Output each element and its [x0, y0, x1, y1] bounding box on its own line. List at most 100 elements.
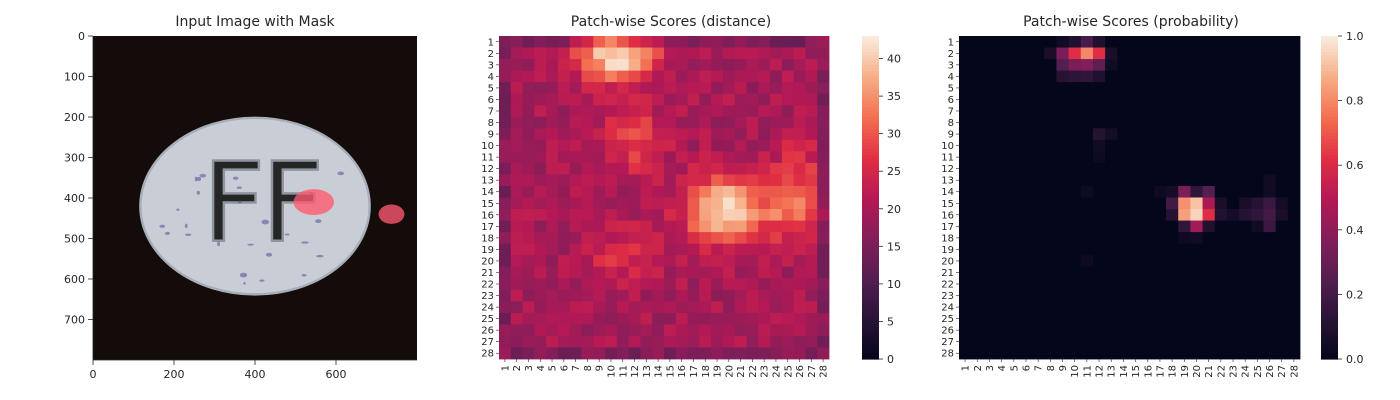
heatmap-cell: [1056, 278, 1070, 291]
heatmap-cell: [652, 185, 665, 198]
heatmap-cell: [605, 255, 618, 268]
heatmap-cell: [758, 82, 771, 95]
heatmap-cell: [995, 301, 1009, 314]
heatmap-cell: [1275, 82, 1289, 95]
colorbar-segment: [862, 226, 879, 231]
heatmap-cell: [1092, 59, 1106, 72]
heatmap-cell: [1117, 312, 1130, 325]
colorbar-segment: [1321, 249, 1338, 254]
heatmap-cell: [971, 289, 984, 302]
heatmap-cell: [971, 47, 984, 60]
heatmap-cell: [1092, 312, 1106, 325]
heatmap-cell: [499, 93, 512, 106]
heatmap-cell: [746, 185, 759, 198]
heatmap-cell: [581, 128, 594, 141]
heatmap-cell: [1226, 220, 1240, 233]
heatmap-cell: [1287, 70, 1301, 83]
heatmap-cell: [770, 301, 783, 314]
heatmap-cell: [983, 220, 996, 233]
heatmap-cell: [995, 70, 1009, 83]
pill-speck: [236, 186, 242, 189]
heatmap-cell: [522, 266, 535, 279]
pill-speck: [159, 224, 166, 228]
y-tick-label: 700: [64, 314, 85, 327]
heatmap-cell: [1178, 347, 1191, 360]
heatmap-cell: [1226, 82, 1240, 95]
heatmap-cell: [581, 174, 594, 187]
heatmap-cell: [1153, 301, 1167, 314]
heatmap-cell: [983, 197, 996, 210]
heatmap-cell: [805, 312, 818, 325]
heatmap-cell: [1202, 139, 1216, 152]
heatmap-cell: [1141, 93, 1155, 106]
heatmap-cell: [664, 255, 677, 268]
heatmap-cell: [546, 289, 559, 302]
heatmap-cell: [569, 278, 582, 291]
heatmap-cell: [557, 266, 571, 279]
colorbar-segment: [1321, 65, 1338, 69]
heatmap-cell: [569, 243, 582, 256]
heatmap-cell: [699, 347, 712, 360]
heatmap-cell: [1202, 289, 1216, 302]
colorbar-segment: [862, 216, 879, 221]
heatmap-cell: [593, 151, 606, 164]
heatmap-cell: [675, 82, 688, 95]
heatmap-cell: [581, 70, 594, 83]
heatmap-cell: [557, 47, 571, 60]
heatmap-cell: [817, 220, 830, 233]
heatmap-cell: [1239, 335, 1252, 348]
heatmap-cell: [675, 105, 688, 118]
colorbar-segment: [1321, 139, 1338, 144]
heatmap-cell: [581, 82, 594, 95]
heatmap-cell: [1263, 93, 1277, 106]
heatmap-cell: [781, 162, 795, 175]
heatmap-cell: [593, 324, 606, 337]
pill-speck: [284, 233, 290, 236]
colorbar-segment: [862, 307, 879, 312]
heatmap-cell: [640, 312, 653, 325]
heatmap-cell: [1275, 93, 1289, 106]
heatmap-cell: [510, 243, 523, 256]
heatmap-cell: [1287, 151, 1301, 164]
heatmap-cell: [1105, 220, 1118, 233]
heatmap-cell: [770, 185, 783, 198]
heatmap-cell: [1019, 70, 1033, 83]
colorbar-segment: [862, 326, 879, 331]
heatmap-cell: [1202, 301, 1216, 314]
x-tick-label: 16: [1143, 365, 1154, 378]
heatmap-cell: [1166, 312, 1179, 325]
x-tick-label: 6: [1021, 365, 1032, 371]
heatmap-cell: [758, 47, 771, 60]
heatmap-cell: [1007, 278, 1021, 291]
heatmap-cell: [1153, 162, 1167, 175]
colorbar-segment: [1321, 313, 1338, 318]
heatmap-cell: [1202, 70, 1216, 83]
heatmap-cell: [616, 185, 630, 198]
y-tick-label: 500: [64, 233, 85, 246]
y-tick-label: 9: [948, 130, 954, 141]
heatmap-cell: [805, 347, 818, 360]
heatmap-cell: [652, 105, 665, 118]
heatmap-cell: [758, 116, 771, 129]
heatmap-cell: [1178, 301, 1191, 314]
heatmap-cell: [569, 209, 582, 221]
heatmap-cell: [1251, 301, 1264, 314]
heatmap-cell: [569, 335, 582, 348]
heatmap-cell: [1239, 70, 1252, 83]
heatmap-cell: [971, 347, 984, 360]
heatmap-cell: [546, 185, 559, 198]
heatmap-cell: [1141, 36, 1155, 48]
heatmap-cell: [793, 232, 806, 245]
colorbar-segment: [1321, 129, 1338, 134]
heatmap-cell: [1080, 128, 1094, 141]
heatmap-cell: [1117, 174, 1130, 187]
heatmap-cell: [1032, 105, 1045, 118]
heatmap-cell: [959, 105, 972, 118]
pill-speck: [197, 176, 202, 182]
heatmap-cell: [1287, 139, 1301, 152]
heatmap-cell: [1044, 243, 1057, 256]
y-tick-label: 16: [941, 210, 954, 221]
heatmap-cell: [805, 197, 818, 210]
heatmap-cell: [1287, 105, 1301, 118]
heatmap-cell: [1056, 82, 1070, 95]
